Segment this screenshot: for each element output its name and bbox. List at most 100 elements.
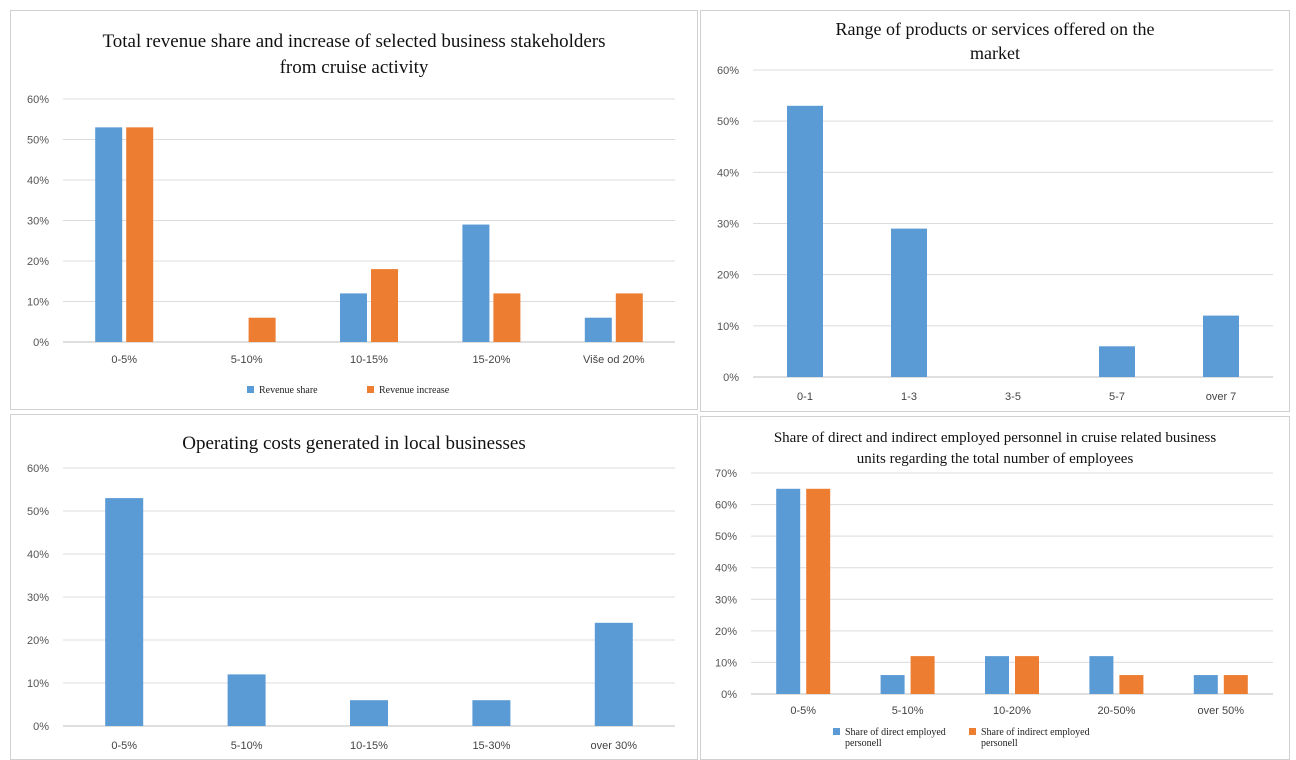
y-tick-label: 50% [27, 506, 49, 518]
products-chart: Range of products or services offered on… [717, 19, 1273, 403]
bar [891, 228, 927, 377]
y-tick-label: 30% [715, 594, 737, 606]
chart-panel-revenue: Total revenue share and increase of sele… [10, 10, 698, 410]
y-tick-label: 60% [27, 94, 49, 106]
x-category-label: 5-7 [1109, 391, 1125, 403]
bar [1015, 656, 1039, 694]
bar [462, 224, 490, 342]
chart-title-line: Operating costs generated in local busin… [182, 433, 525, 454]
personnel-chart: Share of direct and indirect employed pe… [715, 430, 1273, 749]
chart-title-line: Total revenue share and increase of sele… [102, 31, 605, 52]
x-category-label: 0-5% [111, 740, 137, 752]
chart-panel-products: Range of products or services offered on… [700, 10, 1290, 412]
x-category-label: 5-10% [892, 705, 924, 717]
y-tick-label: 10% [715, 657, 737, 669]
bar [584, 317, 612, 342]
x-category-label: 15-20% [472, 354, 510, 366]
chart-title-line: market [970, 43, 1020, 63]
x-category-label: Više od 20% [583, 354, 645, 366]
y-tick-label: 30% [27, 216, 49, 228]
bar [227, 674, 266, 726]
x-category-label: 10-20% [993, 705, 1031, 717]
bar [985, 656, 1009, 694]
bar [615, 293, 643, 342]
y-tick-label: 40% [717, 167, 739, 179]
chart-title-line: from cruise activity [280, 57, 429, 78]
y-tick-label: 60% [717, 65, 739, 77]
x-category-label: over 50% [1198, 705, 1245, 717]
chart-panel-personnel: Share of direct and indirect employed pe… [700, 416, 1290, 760]
chart-panel-operating-costs: Operating costs generated in local busin… [10, 414, 698, 760]
chart-title-line: Range of products or services offered on… [835, 19, 1154, 39]
bar [472, 700, 511, 726]
bar [1089, 656, 1114, 694]
y-tick-label: 10% [717, 321, 739, 333]
legend-label: Share of indirect employed [981, 727, 1090, 738]
bar [126, 127, 154, 342]
x-category-label: 20-50% [1097, 705, 1135, 717]
bar [1223, 675, 1248, 694]
bar [910, 656, 935, 694]
legend-swatch [367, 386, 374, 393]
x-category-label: 10-15% [350, 740, 388, 752]
legend-label: Share of direct employed [845, 727, 946, 738]
y-tick-label: 40% [715, 563, 737, 575]
bar [880, 675, 905, 694]
y-tick-label: 20% [27, 635, 49, 647]
legend-swatch [833, 728, 840, 735]
y-tick-label: 50% [715, 531, 737, 543]
x-category-label: 10-15% [350, 354, 388, 366]
bar [1119, 675, 1144, 694]
legend-label: Revenue increase [379, 385, 450, 396]
bar [787, 105, 823, 378]
y-tick-label: 70% [715, 468, 737, 480]
chart-title-line: units regarding the total number of empl… [857, 451, 1134, 467]
x-category-label: 3-5 [1005, 391, 1021, 403]
legend-swatch [969, 728, 976, 735]
revenue-chart: Total revenue share and increase of sele… [27, 31, 675, 396]
x-category-label: 0-1 [797, 391, 813, 403]
y-tick-label: 60% [715, 500, 737, 512]
bar [1099, 346, 1135, 377]
y-tick-label: 0% [33, 337, 49, 349]
bar [493, 293, 521, 342]
legend-label: personell [845, 738, 882, 749]
y-tick-label: 10% [27, 297, 49, 309]
y-tick-label: 40% [27, 549, 49, 561]
bar [95, 127, 123, 342]
bar [340, 293, 367, 342]
y-tick-label: 0% [723, 372, 739, 384]
legend-label: personell [981, 738, 1018, 749]
y-tick-label: 0% [33, 721, 49, 733]
x-category-label: 0-5% [790, 705, 816, 717]
x-category-label: 15-30% [472, 740, 510, 752]
x-category-label: over 30% [591, 740, 638, 752]
bar [806, 488, 831, 694]
x-category-label: 1-3 [901, 391, 917, 403]
operating-costs-chart: Operating costs generated in local busin… [27, 433, 675, 752]
bar [105, 498, 144, 726]
y-tick-label: 0% [721, 689, 737, 701]
x-category-label: 5-10% [231, 354, 263, 366]
x-category-label: 0-5% [111, 354, 137, 366]
x-category-label: over 7 [1206, 391, 1237, 403]
y-tick-label: 30% [27, 592, 49, 604]
legend-swatch [247, 386, 254, 393]
y-tick-label: 60% [27, 463, 49, 475]
bar [1193, 675, 1218, 694]
chart-title-line: Share of direct and indirect employed pe… [774, 430, 1217, 446]
bar [350, 700, 388, 726]
bar [1203, 315, 1239, 377]
y-tick-label: 30% [717, 219, 739, 231]
x-category-label: 5-10% [231, 740, 263, 752]
bar [248, 317, 276, 342]
y-tick-label: 10% [27, 678, 49, 690]
y-tick-label: 40% [27, 175, 49, 187]
y-tick-label: 20% [27, 256, 49, 268]
bar [594, 622, 633, 726]
legend-label: Revenue share [259, 385, 318, 396]
y-tick-label: 50% [27, 135, 49, 147]
y-tick-label: 20% [717, 270, 739, 282]
y-tick-label: 20% [715, 626, 737, 638]
y-tick-label: 50% [717, 116, 739, 128]
